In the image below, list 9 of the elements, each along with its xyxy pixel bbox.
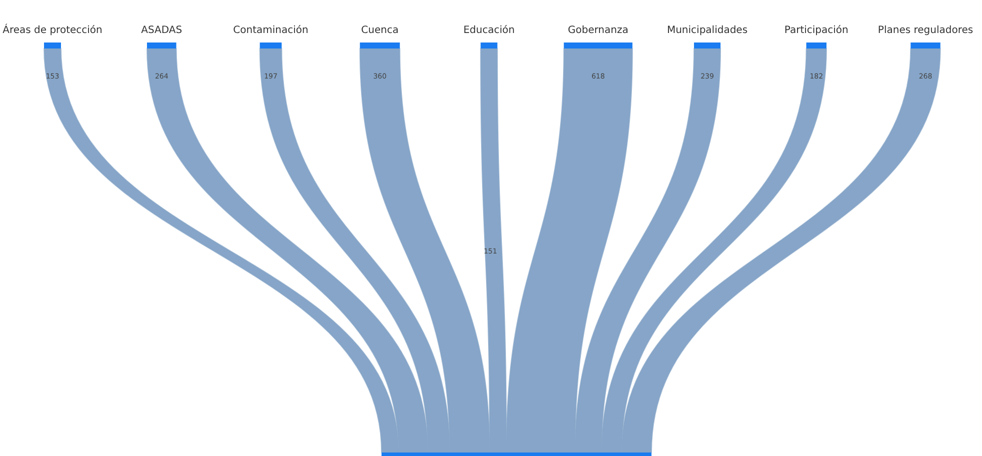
- category-label: Municipalidades: [666, 25, 748, 36]
- category-label: Cuenca: [361, 25, 399, 36]
- category-label: Áreas de protección: [2, 23, 102, 36]
- category-label: ASADAS: [141, 25, 182, 36]
- category-label: Gobernanza: [568, 25, 628, 36]
- category-label: Educación: [463, 25, 515, 36]
- category-label: Planes reguladores: [878, 25, 974, 36]
- category-label: Contaminación: [233, 25, 308, 36]
- category-label: Participación: [784, 25, 848, 36]
